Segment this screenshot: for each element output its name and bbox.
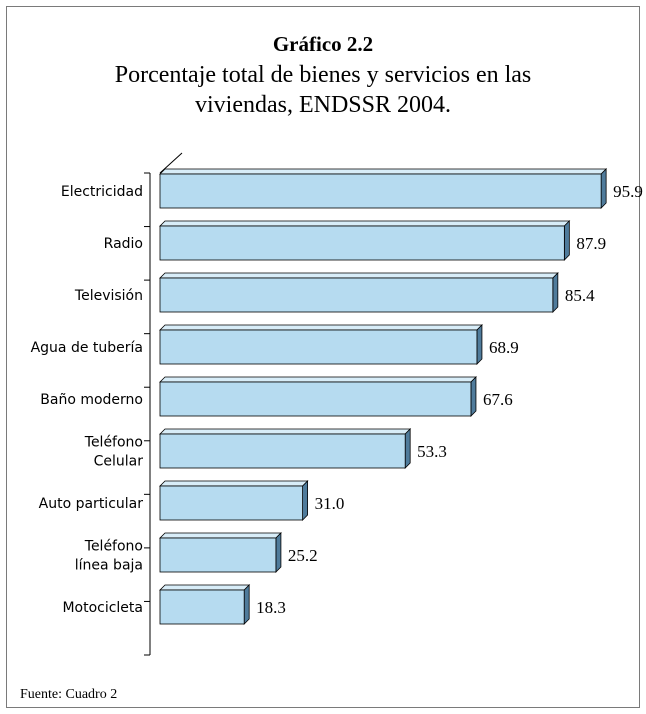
bar [159, 329, 478, 365]
value-label: 85.4 [565, 286, 595, 305]
bar-top-face [159, 480, 309, 487]
category-label: Electricidad [61, 184, 143, 200]
value-label: 68.9 [489, 338, 519, 357]
bar-chart: 95.9 Electricidad 87.9 Radio 85.4 Televisión 6… [31, 152, 643, 656]
category-label: Auto particular [39, 496, 144, 512]
category-label: Celular [94, 454, 144, 470]
bar [159, 433, 406, 469]
value-label: 95.9 [613, 182, 643, 201]
category-label: Teléfono [84, 539, 143, 555]
bar-side-face [600, 168, 607, 209]
bar-side-face [302, 480, 309, 521]
bar-side-face [563, 220, 570, 261]
category-label: Baño moderno [40, 392, 143, 408]
value-label: 87.9 [576, 234, 606, 253]
category-label: línea baja [75, 558, 143, 574]
bar-top-face [159, 532, 282, 539]
category-label: Motocicleta [62, 600, 143, 616]
bar-top-face [159, 220, 571, 227]
value-label: 67.6 [483, 390, 513, 409]
chart-subtitle: Porcentaje total de bienes y servicios e… [114, 62, 532, 118]
bar [159, 277, 554, 313]
source-note: Fuente: Cuadro 2 [20, 687, 118, 702]
chart-title: Gráfico 2.2 [272, 32, 374, 56]
bar-side-face [275, 532, 282, 573]
bar [159, 537, 277, 573]
category-label: Teléfono [84, 435, 143, 451]
bar-side-face [470, 376, 477, 417]
bar-side-face [243, 584, 250, 625]
bar [159, 225, 565, 261]
bar-top-face [159, 428, 412, 435]
bar-top-face [159, 272, 559, 279]
bar [159, 173, 602, 209]
chart-frame [6, 6, 640, 708]
value-label: 18.3 [256, 598, 286, 617]
bar-top-face [159, 324, 483, 331]
bar-side-face [552, 272, 559, 313]
value-label: 53.3 [417, 442, 447, 461]
category-label: Agua de tubería [31, 340, 143, 356]
category-label: Televisión [74, 288, 143, 304]
bar-side-face [404, 428, 411, 469]
category-label: Radio [104, 236, 143, 252]
bar-top-face [159, 376, 477, 383]
bar-top-face [159, 168, 608, 175]
bar [159, 485, 304, 521]
value-label: 25.2 [288, 546, 318, 565]
axis-depth-line [159, 152, 183, 174]
bar-side-face [476, 324, 483, 365]
bar [159, 589, 245, 625]
bar-top-face [159, 584, 251, 591]
value-label: 31.0 [315, 494, 345, 513]
bar [159, 381, 472, 417]
